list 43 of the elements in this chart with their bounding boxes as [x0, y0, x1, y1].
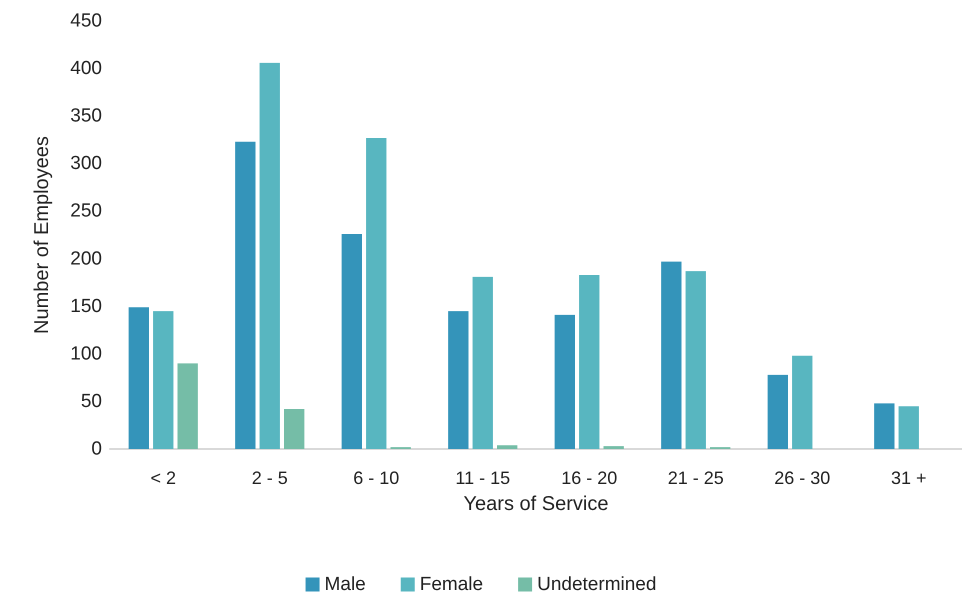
- x-tick-label: 21 - 25: [668, 468, 724, 488]
- x-tick-label: 16 - 20: [561, 468, 618, 488]
- bar: [235, 142, 256, 449]
- y-tick-label: 400: [70, 58, 102, 80]
- y-tick-label: 150: [70, 296, 102, 317]
- bar: [579, 274, 600, 449]
- x-tick-label: 11 - 15: [455, 468, 510, 488]
- x-tick-label: < 2: [150, 468, 176, 488]
- y-tick-label: 50: [80, 390, 102, 412]
- bar: [554, 314, 575, 449]
- bar: [874, 403, 894, 449]
- bar: [768, 374, 788, 449]
- y-tick-label: 200: [70, 248, 102, 270]
- x-tick-label: 6 - 10: [353, 468, 400, 488]
- bar: [472, 276, 493, 449]
- y-axis-title: Number of Employees: [31, 136, 53, 334]
- bar: [448, 311, 468, 449]
- bar: [284, 409, 304, 449]
- bar: [128, 307, 149, 449]
- legend-label: Undetermined: [537, 574, 656, 595]
- y-tick-label: 100: [70, 343, 102, 364]
- bar: [153, 311, 174, 449]
- x-tick-label: 26 - 30: [774, 468, 830, 488]
- bar: [604, 446, 624, 449]
- y-tick-label: 250: [70, 200, 102, 222]
- bar: [497, 445, 518, 449]
- legend-label: Female: [420, 574, 484, 595]
- y-tick-label: 450: [70, 10, 102, 32]
- y-tick-label: 300: [70, 153, 102, 174]
- y-tick-label: 350: [70, 106, 102, 127]
- bar: [260, 62, 280, 449]
- x-axis-title: Years of Service: [464, 493, 608, 515]
- x-tick-label: 2 - 5: [252, 468, 288, 488]
- bar: [792, 356, 812, 449]
- legend-label: Male: [324, 574, 366, 595]
- y-tick-label: 0: [91, 438, 102, 460]
- bar: [342, 234, 362, 449]
- x-tick-label: 31 +: [890, 468, 927, 488]
- bar: [178, 363, 198, 449]
- bar: [661, 262, 682, 449]
- bar: [366, 138, 386, 449]
- bar: [686, 271, 706, 449]
- bar: [898, 406, 919, 449]
